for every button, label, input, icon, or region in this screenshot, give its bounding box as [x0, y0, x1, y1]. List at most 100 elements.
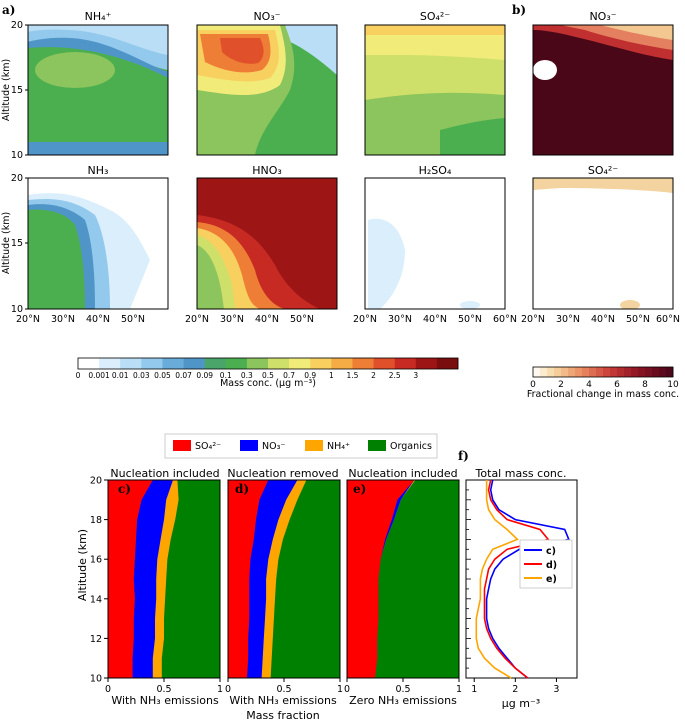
- ytick-a-top-20: 20: [11, 20, 23, 31]
- colorbar-mass-conc-cell: [225, 358, 248, 369]
- xtick-label-f: 1: [471, 684, 477, 695]
- colorbar-fractional-change-cell: [589, 367, 597, 377]
- legend-swatch-no3: [240, 440, 258, 451]
- colorbar-mass-conc: 0 0.001 0.01 0.03 0.05 0.07 0.09 0.1 0.3 0.5 0.7 0.…: [76, 357, 459, 380]
- xtick-a3-30: 30°N: [388, 314, 412, 325]
- colorbar-fractional-change-tick: 2: [558, 380, 564, 390]
- colorbar-mass-conc-tick: 0.7: [283, 371, 295, 380]
- ytick-label: 10: [90, 674, 102, 685]
- xtick-label: 1: [337, 684, 343, 695]
- colorbar-mass-conc-tick: 0.3: [241, 371, 253, 380]
- xtick-a1-30: 30°N: [51, 314, 75, 325]
- heatmap-so4: [364, 24, 506, 156]
- heatmap-nh4: [27, 24, 169, 156]
- heatmap-so4-change: [532, 177, 674, 310]
- colorbar-mass-conc-tick: 2.5: [389, 371, 401, 380]
- subplot-title-no3: NO₃⁻: [253, 10, 280, 23]
- ytick-a-bot-10: 10: [11, 304, 23, 315]
- xtick-b-30: 30°N: [556, 314, 580, 325]
- colorbar-fractional-change-cell: [575, 367, 583, 377]
- legend-panel-f: c) d) e): [519, 539, 573, 589]
- colorbar-fractional-change-tick: 8: [642, 380, 648, 390]
- colorbar-mass-conc-tick: 1.5: [346, 371, 358, 380]
- colorbar-mass-conc-tick: 0.9: [304, 371, 316, 380]
- legend-label-org: Organics: [390, 441, 432, 452]
- xtick-a2-20: 20°N: [185, 314, 209, 325]
- colorbar-mass-conc-tick: 0.07: [175, 371, 192, 380]
- heatmap-nh3: [27, 177, 169, 310]
- subplot-title-hno3: HNO₃: [252, 164, 282, 177]
- colorbar-mass-conc-cell: [183, 358, 205, 369]
- colorbar-fractional-change-cell: [659, 367, 667, 377]
- legend-f-label-e: e): [546, 574, 557, 585]
- legend-label-no3: NO₃⁻: [262, 441, 285, 452]
- colorbar-fractional-change-cell: [624, 367, 632, 377]
- panel-letter-c: c): [118, 482, 131, 496]
- xtick-label: 0: [344, 684, 350, 695]
- legend-swatch-nh4: [305, 440, 323, 451]
- xtick-b-20: 20°N: [521, 314, 545, 325]
- colorbar-fractional-change-label: Fractional change in mass conc.: [527, 389, 679, 400]
- colorbar-fractional-change-cell: [547, 367, 555, 377]
- ytick-a-bot-20: 20: [11, 173, 23, 184]
- colorbar-mass-conc-cell: [78, 358, 100, 369]
- xlabel-panel-e: Zero NH₃ emissions: [349, 694, 457, 707]
- colorbar-mass-conc-cell: [436, 358, 459, 369]
- colorbar-mass-conc-frame: [77, 357, 459, 370]
- xtick-b-60: 60°N: [656, 314, 680, 325]
- colorbar-fractional-change-cell: [638, 367, 646, 377]
- xtick-label: 1: [456, 684, 462, 695]
- xtick-label: 0: [105, 684, 111, 695]
- subplot-title-h2so4: H₂SO₄: [419, 164, 452, 177]
- xtick-a2-30: 30°N: [220, 314, 244, 325]
- colorbar-fractional-change-cell: [666, 367, 674, 377]
- colorbar-fractional-change-cell: [645, 367, 653, 377]
- ytick-label: 14: [90, 594, 102, 605]
- colorbar-fractional-change-cell: [596, 367, 604, 377]
- ylabel-a-top: Altitude (km): [1, 59, 12, 121]
- subplot-title-nh3: NH₃: [88, 164, 109, 177]
- colorbar-mass-conc-cell: [310, 358, 332, 369]
- colorbar-mass-conc-label: Mass conc. (μg m⁻³): [220, 378, 316, 389]
- ytick-label: 20: [90, 476, 102, 487]
- xtick-b-50: 50°N: [626, 314, 650, 325]
- xlabel-panel-d: With NH₃ emissions: [229, 694, 337, 707]
- ytick-a-top-10: 10: [11, 150, 23, 161]
- legend-f-label-c: c): [546, 546, 556, 557]
- series-line-d: [483, 479, 550, 679]
- ylabel-a-bottom: Altitude (km): [1, 212, 12, 274]
- colorbar-fractional-change-cell: [533, 367, 541, 377]
- xtick-a2-40: 40°N: [255, 314, 279, 325]
- colorbar-mass-conc-cell: [99, 358, 121, 369]
- colorbar-mass-conc-cell: [331, 358, 353, 369]
- colorbar-fractional-change-cell: [610, 367, 618, 377]
- heatmap-h2so4: [364, 177, 506, 310]
- series-line-c: [485, 479, 570, 679]
- colorbar-fractional-change-cell: [582, 367, 590, 377]
- xtick-label-f: 3: [553, 684, 559, 695]
- subplot-title-nh4: NH₄⁺: [85, 10, 112, 23]
- xtick-a3-40: 40°N: [423, 314, 447, 325]
- colorbar-mass-conc-tick: 1: [329, 371, 334, 380]
- panel-letter-d: d): [235, 482, 249, 496]
- xtick-a1-20: 20°N: [16, 314, 40, 325]
- colorbar-mass-conc-tick: 0.001: [88, 371, 110, 380]
- colorbar-fractional-change-frame: [532, 366, 674, 378]
- colorbar-mass-conc-tick: 3: [413, 371, 418, 380]
- panel-a-yaxis: 20 15 10 20 15 10 Altitude (km) Altitude…: [1, 20, 28, 315]
- panel-letter-a: a): [2, 3, 15, 17]
- series-line-e: [475, 480, 519, 679]
- colorbar-mass-conc-cell: [415, 358, 438, 369]
- colorbar-mass-conc-tick: 0.05: [154, 371, 171, 380]
- panel-b-xaxis: 20°N 30°N 40°N 50°N 60°N: [521, 314, 680, 325]
- subplot-title-so4-change: SO₄²⁻: [588, 164, 618, 177]
- stacked-area-e: 0 0.5 1: [344, 479, 462, 695]
- colorbar-fractional-change-cell: [554, 367, 562, 377]
- xtick-b-40: 40°N: [591, 314, 615, 325]
- legend-label-so4: SO₄²⁻: [195, 441, 221, 452]
- colorbar-mass-conc-cell: [120, 358, 142, 369]
- colorbar-mass-conc-tick: 0.1: [220, 371, 232, 380]
- xtick-label-f: 2: [512, 684, 518, 695]
- area-so4: [228, 480, 269, 678]
